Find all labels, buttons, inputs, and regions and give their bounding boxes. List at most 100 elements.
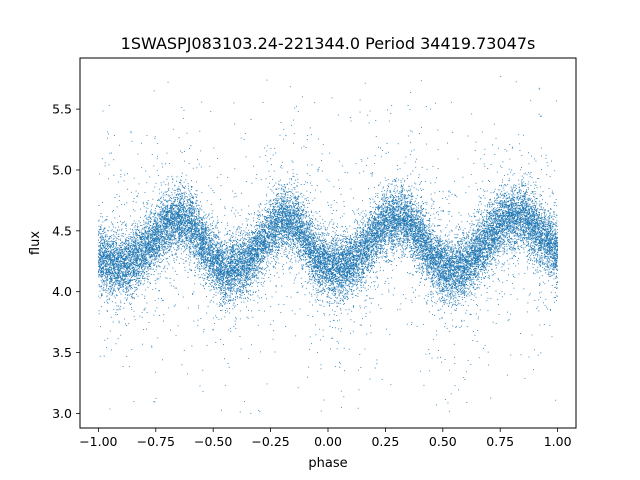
data-point xyxy=(494,244,495,245)
data-point xyxy=(323,240,324,241)
data-point xyxy=(189,223,190,224)
data-point xyxy=(525,247,526,248)
data-point xyxy=(534,300,535,301)
data-point xyxy=(230,293,231,294)
data-point xyxy=(357,239,358,240)
data-point xyxy=(375,272,376,273)
data-point xyxy=(427,264,428,265)
data-point xyxy=(301,268,302,269)
data-point xyxy=(439,262,440,263)
data-point xyxy=(109,274,110,275)
data-point xyxy=(125,323,126,324)
data-point xyxy=(302,287,303,288)
data-point xyxy=(203,273,204,274)
data-point xyxy=(135,284,136,285)
data-point xyxy=(334,290,335,291)
data-point xyxy=(210,273,211,274)
data-point xyxy=(477,330,478,331)
data-point xyxy=(440,230,441,231)
data-point xyxy=(527,311,528,312)
data-point xyxy=(333,291,334,292)
data-point xyxy=(506,151,507,152)
data-point xyxy=(195,252,196,253)
data-point xyxy=(456,250,457,251)
data-point xyxy=(170,330,171,331)
data-point xyxy=(133,209,134,210)
data-point xyxy=(533,214,534,215)
data-point xyxy=(227,223,228,224)
data-point xyxy=(358,270,359,271)
data-point xyxy=(490,227,491,228)
data-point xyxy=(353,331,354,332)
data-point xyxy=(269,209,270,210)
data-point xyxy=(456,308,457,309)
data-point xyxy=(244,272,245,273)
data-point xyxy=(178,186,179,187)
data-point xyxy=(505,217,506,218)
data-point xyxy=(187,224,188,225)
data-point xyxy=(433,204,434,205)
data-point xyxy=(168,189,169,190)
data-point xyxy=(233,282,234,283)
data-point xyxy=(388,217,389,218)
data-point xyxy=(488,277,489,278)
data-point xyxy=(122,282,123,283)
data-point xyxy=(135,223,136,224)
data-point xyxy=(528,207,529,208)
data-point xyxy=(552,269,553,270)
data-point xyxy=(191,186,192,187)
data-point xyxy=(294,196,295,197)
data-point xyxy=(362,245,363,246)
data-point xyxy=(240,258,241,259)
data-point xyxy=(194,193,195,194)
data-point xyxy=(250,276,251,277)
data-point xyxy=(421,197,422,198)
data-point xyxy=(142,344,143,345)
data-point xyxy=(358,296,359,297)
data-point xyxy=(198,217,199,218)
data-point xyxy=(329,222,330,223)
data-point xyxy=(429,247,430,248)
data-point xyxy=(294,225,295,226)
data-point xyxy=(480,230,481,231)
data-point xyxy=(518,230,519,231)
data-point xyxy=(413,216,414,217)
data-point xyxy=(482,273,483,274)
data-point xyxy=(283,198,284,199)
data-point xyxy=(337,348,338,349)
data-point xyxy=(310,226,311,227)
data-point xyxy=(287,212,288,213)
data-point xyxy=(342,284,343,285)
data-point xyxy=(311,274,312,275)
data-point xyxy=(113,231,114,232)
data-point xyxy=(373,298,374,299)
data-point xyxy=(441,270,442,271)
data-point xyxy=(110,265,111,266)
data-point xyxy=(272,191,273,192)
data-point xyxy=(236,234,237,235)
data-point xyxy=(277,198,278,199)
data-point xyxy=(538,299,539,300)
data-point xyxy=(434,269,435,270)
data-point xyxy=(203,285,204,286)
data-point xyxy=(359,249,360,250)
data-point xyxy=(295,261,296,262)
data-point xyxy=(220,292,221,293)
data-point xyxy=(116,284,117,285)
data-point xyxy=(451,248,452,249)
data-point xyxy=(222,268,223,269)
data-point xyxy=(495,200,496,201)
data-point xyxy=(213,252,214,253)
data-point xyxy=(465,301,466,302)
data-point xyxy=(117,250,118,251)
data-point xyxy=(275,250,276,251)
data-point xyxy=(264,216,265,217)
data-point xyxy=(365,225,366,226)
data-point xyxy=(516,204,517,205)
data-point xyxy=(182,196,183,197)
data-point xyxy=(313,289,314,290)
data-point xyxy=(208,227,209,228)
data-point xyxy=(418,259,419,260)
data-point xyxy=(260,253,261,254)
data-point xyxy=(244,284,245,285)
